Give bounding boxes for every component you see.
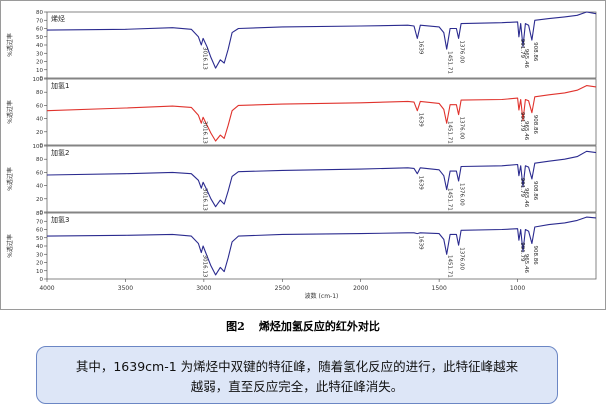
x-tick-label: 1000 (510, 285, 525, 292)
peak-label: 1451.71 (447, 188, 453, 211)
y-tick-label: 50 (36, 35, 43, 41)
y-tick-label: 30 (36, 51, 43, 57)
x-tick-label: 1500 (432, 285, 447, 292)
peak-label: 908.86 (532, 115, 538, 135)
x-tick-label: 2000 (353, 285, 368, 292)
spectrum-panel-1: 0 10 20 30 40 50 60 70 80 %透过率 烯烃 3016.13 1639 1451.7… (6, 10, 597, 82)
y-tick-label: 60 (36, 170, 43, 176)
spectrum-panel-2: 0 20 40 60 80 100 %透过率 加氢1 3016.13 1639 1451.71 137… (6, 77, 597, 149)
panel-name: 烯烃 (51, 14, 65, 23)
y-tick-label: 0 (40, 277, 44, 283)
x-axis: 4000 3500 3000 2500 2000 1500 1000 波数 (cm-1) (39, 279, 525, 300)
y-tick-label: 0 (40, 210, 44, 216)
panel-name: 加氢3 (51, 215, 69, 224)
x-tick-label: 2500 (275, 285, 290, 292)
peak-label: 1451.71 (447, 51, 453, 74)
figure-caption: 图2 烯烃加氢反应的红外对比 (0, 318, 606, 334)
peak-label: 3016.13 (201, 188, 207, 211)
peak-label: 908.86 (532, 181, 538, 201)
x-tick-label: 3500 (118, 285, 133, 292)
y-tick-label: 60 (36, 103, 43, 109)
explanation-note: 其中，1639cm-1 为烯烃中双键的特征峰，随着氢化反应的进行，此特征峰越来 … (36, 346, 558, 404)
panel-frame (46, 145, 597, 213)
panel-frame (46, 78, 597, 146)
y-tick-label: 20 (36, 197, 43, 203)
y-tick-label: 0 (40, 76, 44, 82)
y-tick-label: 50 (36, 236, 43, 242)
y-tick-label: 40 (36, 184, 43, 190)
spectrum-line (46, 85, 597, 142)
peak-label: 1451.71 (447, 121, 453, 144)
caption-number: 图2 (226, 320, 245, 333)
x-tick-label: 3000 (196, 285, 211, 292)
peak-label: 908.86 (532, 42, 538, 62)
y-tick-label: 60 (36, 228, 43, 234)
peak-label: 1376.00 (459, 247, 465, 270)
ir-spectra-figure: 0 10 20 30 40 50 60 70 80 %透过率 烯烃 3016.13 1639 1451.7… (0, 0, 606, 310)
y-tick-label: 30 (36, 252, 43, 258)
y-axis-label: %透过率 (6, 234, 14, 258)
y-tick-label: 0 (40, 143, 44, 149)
peak-label: 908.86 (532, 246, 538, 266)
peak-label: 1376.00 (459, 117, 465, 140)
y-tick-label: 70 (36, 18, 43, 24)
y-tick-label: 80 (36, 90, 43, 96)
note-line-1: 其中，1639cm-1 为烯烃中双键的特征峰，随着氢化反应的进行，此特征峰越来 (75, 359, 519, 374)
spectrum-line (46, 216, 597, 276)
peak-label: 991.79 (519, 178, 525, 198)
caption-title: 烯烃加氢反应的红外对比 (258, 320, 380, 333)
note-line-2: 越弱，直至反应完全，此特征峰消失。 (190, 379, 404, 394)
peak-label: 1639 (417, 40, 423, 54)
peak-label: 3016.13 (201, 47, 207, 70)
y-tick-label: 20 (36, 60, 43, 66)
figure-frame (0, 0, 606, 310)
y-tick-label: 40 (36, 117, 43, 123)
spectrum-line (46, 11, 597, 69)
y-tick-label: 40 (36, 244, 43, 250)
y-tick-label: 60 (36, 27, 43, 33)
peak-label: 965.46 (523, 49, 529, 69)
peak-label: 991.79 (519, 242, 525, 262)
y-tick-label: 100 (33, 144, 44, 150)
peak-label: 965.46 (523, 254, 529, 274)
peak-label: 991.79 (519, 39, 525, 59)
spectrum-panel-4: 0 10 20 30 40 50 60 70 80 %透过率 加氢3 3016.13 1639 1451.… (6, 211, 597, 283)
peak-label: 1376.00 (459, 40, 465, 63)
y-tick-label: 100 (33, 77, 44, 83)
peak-label: 991.79 (519, 112, 525, 132)
y-tick-label: 20 (36, 130, 43, 136)
y-tick-label: 10 (36, 269, 43, 275)
y-tick-label: 80 (36, 10, 43, 16)
y-tick-label: 10 (36, 68, 43, 74)
spectrum-panel-3: 0 20 40 60 80 100 %透过率 加氢2 3016.13 1639 1451.71 137… (6, 144, 597, 216)
y-axis-label: %透过率 (6, 100, 14, 124)
peak-label: 3016.13 (201, 121, 207, 144)
x-axis-label: 波数 (cm-1) (305, 292, 339, 300)
panel-name: 加氢1 (51, 81, 69, 90)
peak-label: 965.46 (523, 188, 529, 208)
y-tick-label: 80 (36, 157, 43, 163)
y-tick-label: 70 (36, 219, 43, 225)
x-tick-label: 4000 (39, 285, 54, 292)
peak-label: 1639 (417, 236, 423, 250)
peak-label: 1451.71 (447, 255, 453, 278)
y-tick-label: 20 (36, 261, 43, 267)
peak-label: 1639 (417, 176, 423, 190)
y-tick-label: 40 (36, 43, 43, 49)
spectrum-line (46, 150, 597, 208)
spectrum-panels: 0 10 20 30 40 50 60 70 80 %透过率 烯烃 3016.13 1639 1451.7… (6, 10, 597, 283)
y-axis-label: %透过率 (6, 167, 14, 191)
y-axis-label: %透过率 (6, 33, 14, 57)
y-tick-label: 80 (36, 211, 43, 217)
peak-label: 1376.00 (459, 183, 465, 206)
peak-label: 1639 (417, 113, 423, 127)
peak-label: 965.46 (523, 121, 529, 141)
peak-label: 3016.13 (201, 255, 207, 278)
panel-name: 加氢2 (51, 148, 69, 157)
